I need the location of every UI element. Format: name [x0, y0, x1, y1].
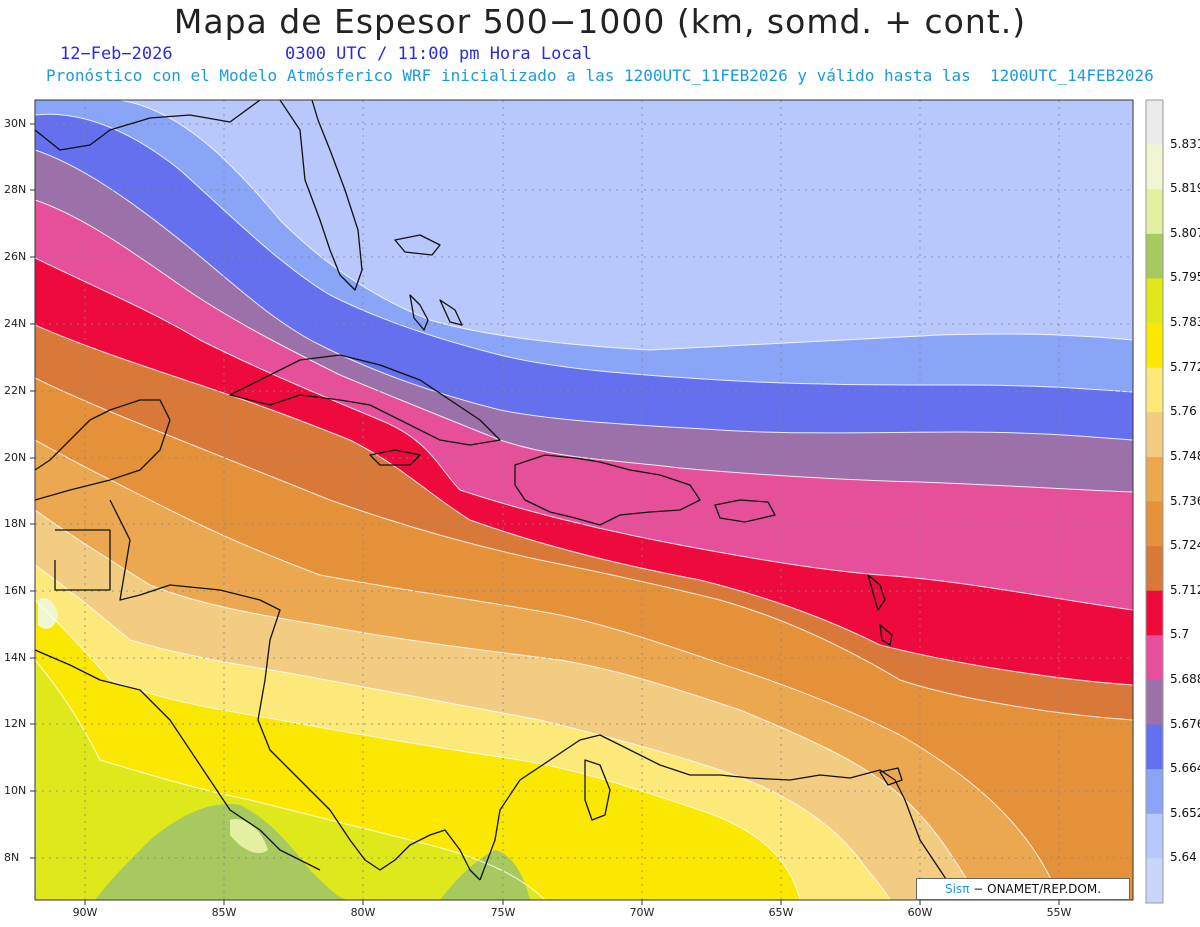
forecast-time: 0300 UTC / 11:00 pm Hora Local [285, 44, 593, 64]
coast-trinidad [879, 767, 903, 786]
lat-label: 26N [4, 250, 27, 263]
colorbar-label: 5.748 [1170, 448, 1200, 463]
coast-antilles-2 [879, 624, 893, 646]
coastlines [35, 100, 961, 900]
credit-organization: − ONAMET/REP.DOM. [973, 882, 1102, 896]
lat-label: 20N [4, 451, 27, 464]
coast-florida [279, 100, 363, 291]
colorbar-label: 5.7 [1170, 627, 1190, 642]
lat-label: 28N [4, 183, 27, 196]
band-5.807-spot [230, 819, 268, 854]
colorbar-label: 5.831 [1170, 136, 1200, 151]
lat-label: 24N [4, 317, 27, 330]
tick-marks [30, 123, 1060, 905]
lon-label: 85W [211, 906, 237, 919]
lon-label: 70W [629, 906, 655, 919]
shaded-bands [35, 100, 1133, 900]
colorbar-swatch [1146, 813, 1163, 859]
colorbar-label: 5.76 [1170, 404, 1197, 419]
colorbar-swatch [1146, 456, 1163, 502]
lon-label: 75W [490, 906, 516, 919]
coast-pacific-ca [35, 649, 321, 871]
border-mexico-guatemala [54, 529, 111, 591]
contour-lines [35, 100, 1133, 900]
coast-cuba [229, 354, 501, 446]
colorbar-label: 5.688 [1170, 671, 1200, 686]
coast-lake-maracaibo [584, 759, 611, 821]
colorbar-swatch [1146, 100, 1163, 146]
plot-frame [34, 99, 1134, 901]
colorbar-swatch [1146, 769, 1163, 815]
colorbar-label: 5.772 [1170, 359, 1200, 374]
colorbar-label: 5.664 [1170, 761, 1200, 776]
lat-label: 18N [4, 517, 27, 530]
colorbar-swatch [1146, 367, 1163, 413]
coast-us-gulf [35, 100, 261, 151]
lat-label: 14N [4, 651, 27, 664]
colorbar-swatch [1146, 724, 1163, 770]
colorbar-label: 5.736 [1170, 493, 1200, 508]
band-5.795-b [440, 850, 530, 900]
colorbar-label: 5.64 [1170, 850, 1197, 865]
coast-jamaica [369, 449, 421, 466]
colorbar-swatch [1146, 278, 1163, 324]
coast-antilles-1 [867, 574, 886, 611]
lat-label: 8N [4, 851, 20, 864]
coast-bahamas-1 [409, 294, 429, 331]
colorbar-label: 5.807 [1170, 225, 1200, 240]
colorbar-swatch [1146, 546, 1163, 592]
lat-label: 30N [4, 117, 27, 130]
lat-label: 22N [4, 384, 27, 397]
colorbar-swatch [1146, 858, 1163, 904]
lon-label: 60W [907, 906, 933, 919]
colorbar-label: 5.712 [1170, 582, 1200, 597]
colorbar-swatch [1146, 501, 1163, 547]
colorbar-frame [1145, 99, 1164, 904]
colorbar-label: 5.783 [1170, 315, 1200, 330]
colorbar-label: 5.724 [1170, 538, 1200, 553]
coast-colombia-venezuela [479, 734, 961, 900]
colorbar-label: 5.819 [1170, 181, 1200, 196]
colorbar-swatch [1146, 189, 1163, 235]
lon-label: 90W [72, 906, 98, 919]
lon-label: 55W [1046, 906, 1072, 919]
lon-label: 65W [768, 906, 794, 919]
band-5.795 [95, 804, 350, 900]
colorbar-swatch [1146, 679, 1163, 726]
coast-bahamas-3 [394, 234, 441, 256]
coast-puerto-rico [714, 499, 776, 523]
lat-label: 12N [4, 717, 27, 730]
map-title: Mapa de Espesor 500−1000 (km, somd. + co… [173, 2, 1027, 41]
colorbar-swatch [1146, 635, 1163, 681]
colorbar-label: 5.795 [1170, 270, 1200, 285]
coast-bahamas-2 [439, 299, 463, 326]
colorbar-label: 5.652 [1170, 805, 1200, 820]
colorbar [1145, 99, 1164, 904]
colorbar-swatch [1146, 233, 1163, 279]
coast-yucatan [35, 399, 171, 501]
lat-label: 10N [4, 784, 27, 797]
forecast-date: 12−Feb−2026 [60, 44, 173, 64]
colorbar-swatch [1146, 590, 1163, 636]
lat-label: 16N [4, 584, 27, 597]
lon-label: 80W [350, 906, 376, 919]
coast-hispaniola [514, 454, 701, 526]
sispi-logo-text: Sisπ [944, 882, 970, 896]
colorbar-label: 5.676 [1170, 716, 1200, 731]
coast-belize-honduras [109, 499, 481, 881]
map-subtitle: Pronóstico con el Modelo Atmósferico WRF… [46, 66, 1154, 85]
colorbar-swatch [1146, 144, 1163, 190]
credit-box: Sisπ − ONAMET/REP.DOM. [916, 878, 1130, 900]
colorbar-swatch [1146, 323, 1163, 369]
colorbar-swatch [1146, 412, 1163, 458]
